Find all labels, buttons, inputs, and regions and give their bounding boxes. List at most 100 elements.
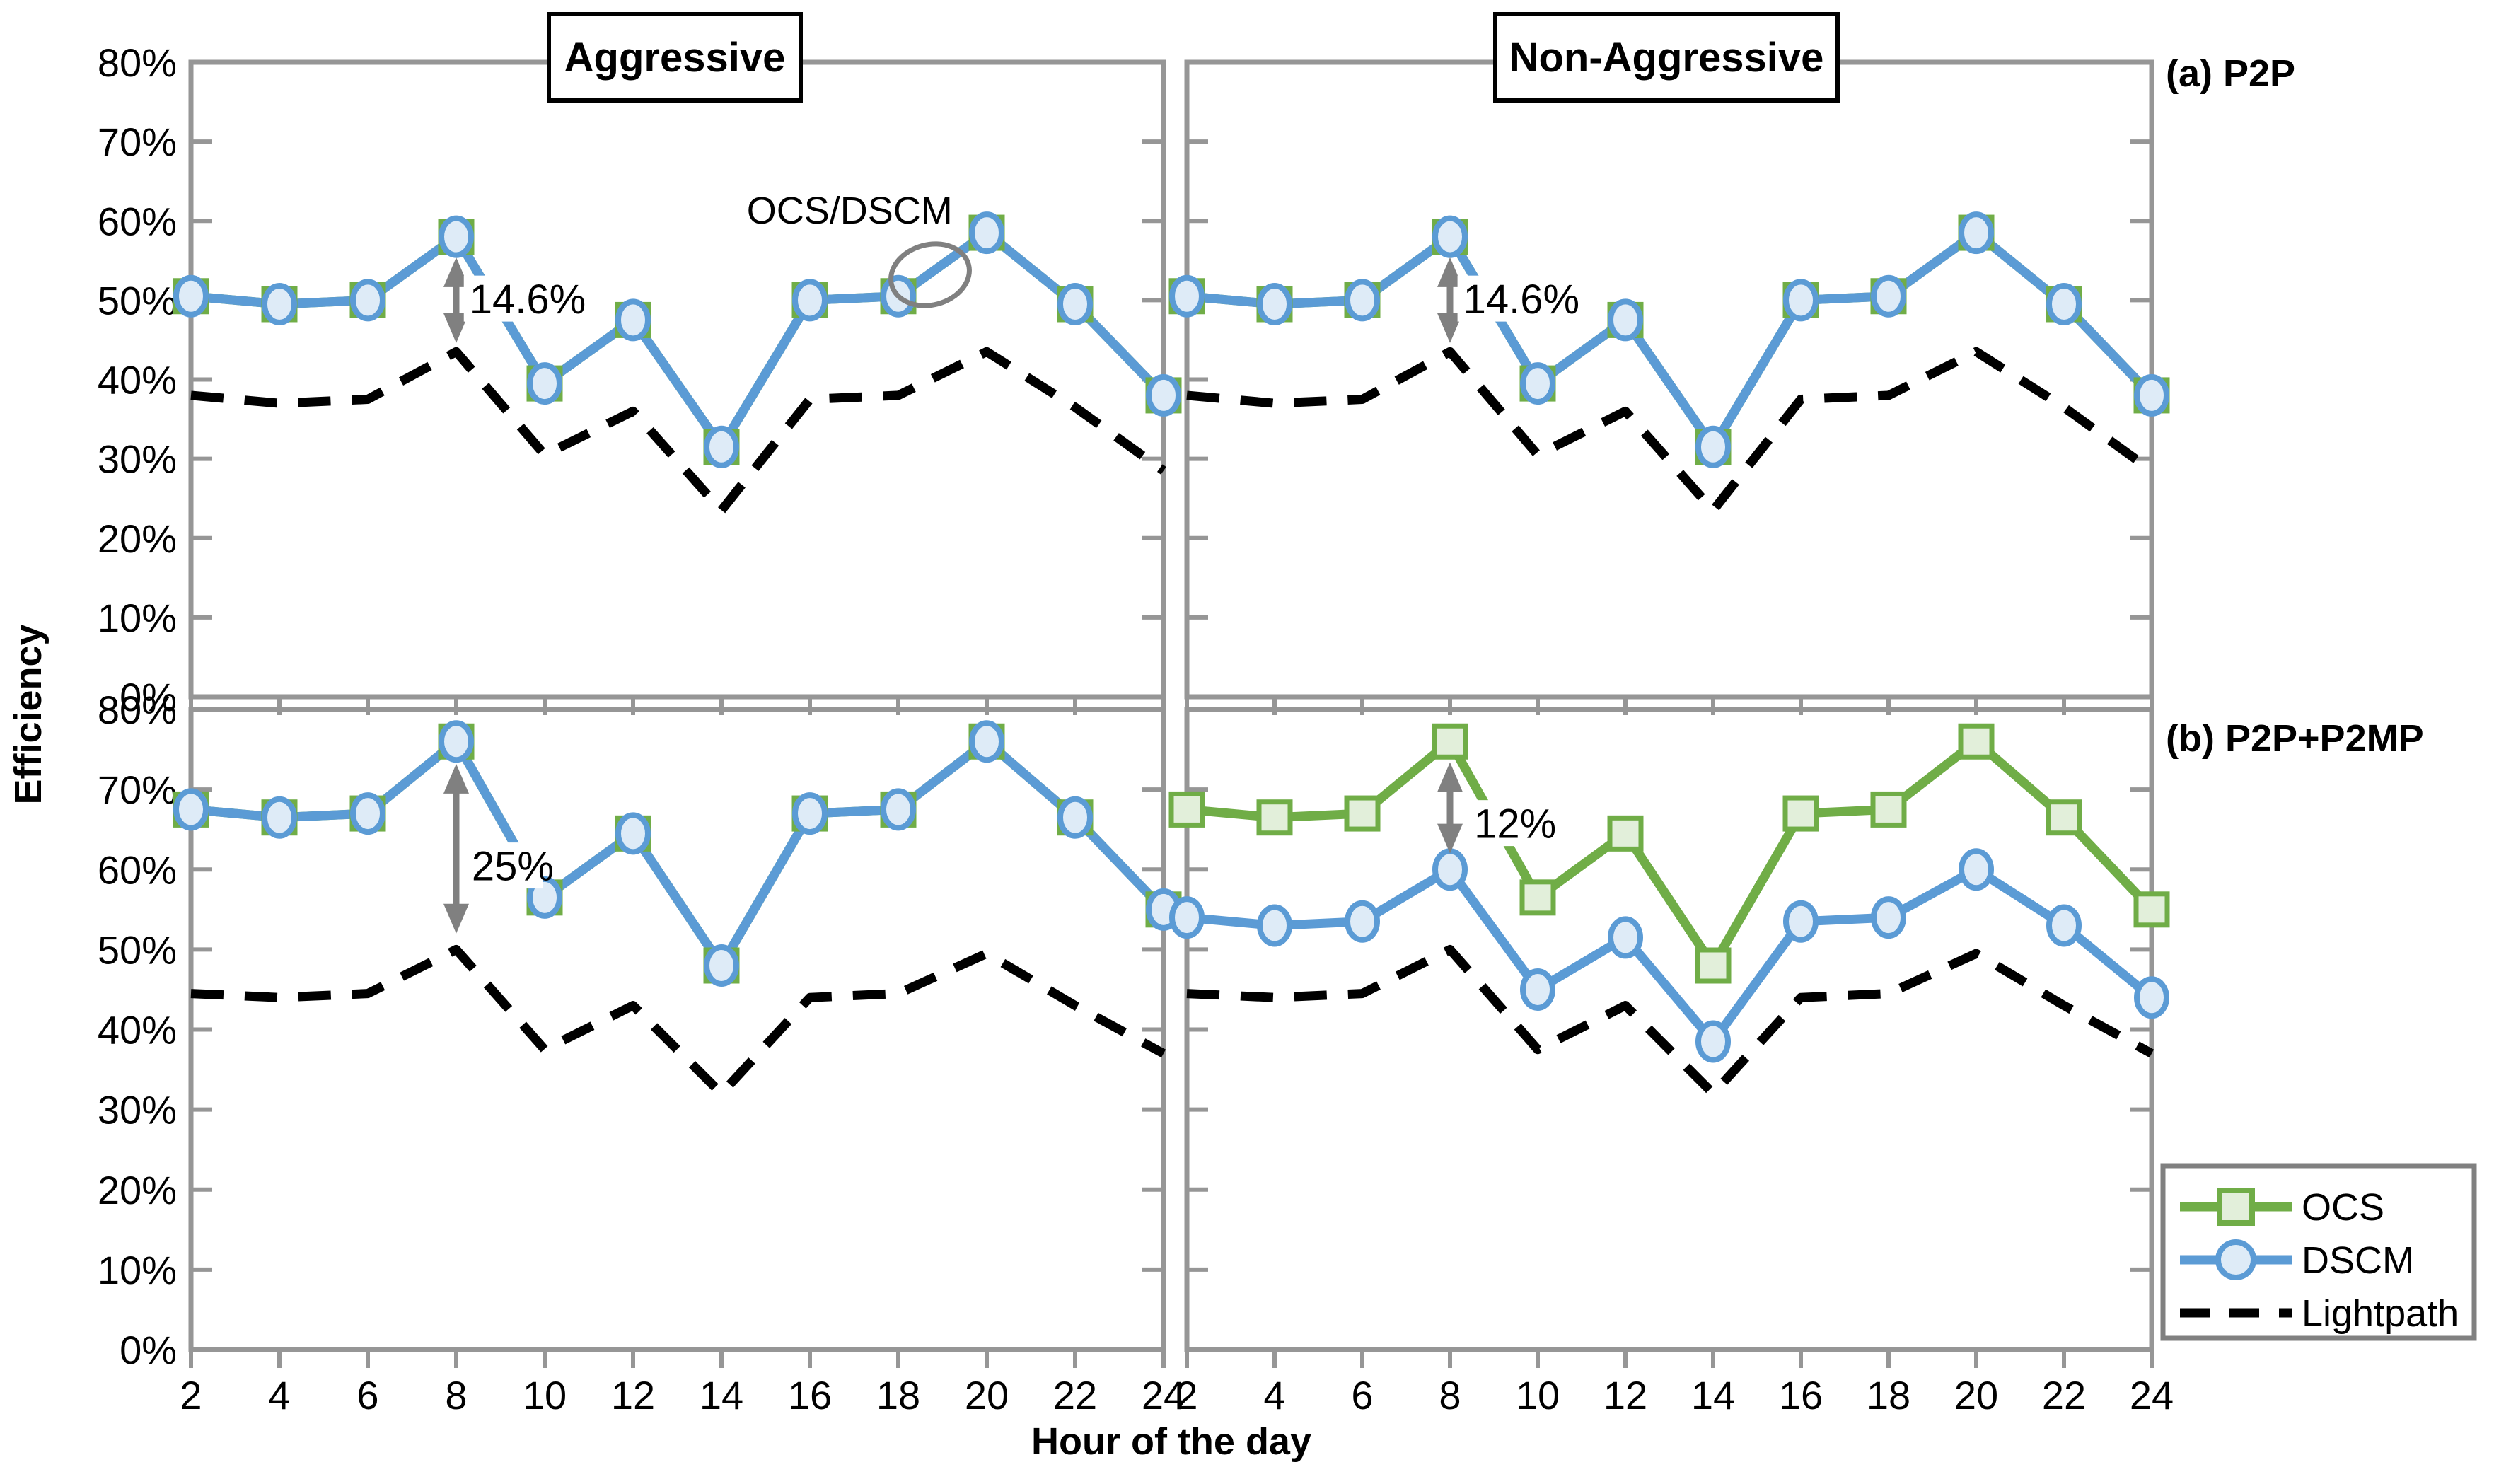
data-point [1608, 298, 1643, 342]
row-label-p2p-p2mp: (b) P2P+P2MP [2166, 717, 2424, 760]
y-tick-label: 20% [98, 1168, 177, 1212]
dscm-series [190, 228, 1167, 452]
annotation-label: 12% [1474, 801, 1556, 847]
x-tick-label: 24 [1142, 1373, 1185, 1418]
data-point [1345, 279, 1380, 322]
data-point [173, 788, 209, 831]
y-tick-label: 40% [98, 1008, 177, 1053]
data-point [1607, 815, 1644, 852]
data-point [969, 720, 1004, 763]
data-point [1257, 282, 1292, 325]
data-point [1520, 362, 1555, 405]
dscm-markers [173, 211, 1181, 468]
data-point [2046, 904, 2082, 947]
chart-panels: 80%70%60%50%40%30%20%10%0%14.6%OCS/DSCM1… [98, 40, 2174, 1418]
y-tick-label: 60% [98, 199, 177, 243]
y-tick-labels: 80% 70% 60% 50% 40% 30% 20% 10% 0% [98, 688, 177, 1372]
y-tick-label: 50% [98, 927, 177, 972]
data-point [262, 796, 297, 839]
data-point [704, 425, 739, 468]
dscm-series [190, 736, 1167, 970]
data-point [1959, 848, 1994, 891]
x-tick-label: 10 [1516, 1373, 1560, 1418]
y-tick-label: 70% [98, 767, 177, 812]
x-tick-label: 20 [965, 1373, 1009, 1418]
legend: OCS DSCM Lightpath [2160, 1163, 2477, 1341]
annotation-label-bg [1457, 275, 1578, 322]
data-point [1870, 791, 1907, 828]
y-tick-labels: 80% 70% 60% 50% 40% 30% 20% 10% 0% [98, 40, 177, 719]
x-tick-label: 6 [356, 1373, 378, 1418]
legend-label: DSCM [2302, 1239, 2414, 1282]
x-axis-title: Hour of the day [1031, 1420, 1311, 1463]
arrow-head-up [1437, 257, 1463, 287]
x-tick-label: 8 [445, 1373, 467, 1418]
data-point [1057, 796, 1093, 839]
data-point [439, 720, 474, 763]
data-point [1695, 1020, 1731, 1063]
data-point [262, 282, 297, 325]
legend-box [2160, 1163, 2477, 1341]
data-point [1958, 723, 1995, 760]
annotation [443, 763, 469, 934]
dscm-markers [1169, 211, 2169, 468]
arrow-head-down [1437, 313, 1463, 343]
x-tick-label: 12 [1603, 1373, 1647, 1418]
data-point [527, 362, 562, 405]
data-point [1783, 279, 1819, 322]
data-point [1695, 947, 1732, 984]
annotation [1437, 762, 1463, 854]
arrow-head-up [443, 257, 469, 287]
y-tick-label: 70% [98, 120, 177, 164]
lightpath-series [190, 347, 1166, 516]
x-tick-label: 16 [788, 1373, 832, 1418]
annotation [443, 257, 469, 343]
y-tick-label: 80% [98, 688, 177, 732]
arrow-head-down [443, 313, 469, 343]
data-point [1783, 900, 1819, 943]
y-tick-label: 30% [98, 437, 177, 482]
data-point [1871, 274, 1906, 318]
data-point [1695, 425, 1731, 468]
x-tick-label: 16 [1779, 1373, 1823, 1418]
x-tick-label: 6 [1351, 1373, 1373, 1418]
y-ticks [1187, 707, 2152, 1352]
annotation: OCS/DSCM [747, 190, 953, 232]
data-point [881, 788, 916, 831]
legend-item-lightpath: Lightpath [2180, 1292, 2459, 1335]
data-point [1432, 215, 1468, 258]
data-point [1146, 373, 1181, 417]
data-point [2134, 976, 2169, 1019]
column-title-non-aggressive: Non-Aggressive [1493, 12, 1840, 103]
annotation [888, 241, 972, 308]
x-tick-label: 18 [876, 1373, 920, 1418]
x-tick-label: 14 [700, 1373, 743, 1418]
callout-ellipse [888, 241, 972, 308]
data-point [1256, 799, 1293, 836]
data-point [1782, 795, 1819, 832]
legend-label: OCS [2302, 1186, 2384, 1229]
y-ticks [191, 707, 1164, 1352]
annotation-label-bg [465, 842, 543, 889]
dscm-markers [173, 720, 1181, 987]
y-tick-label: 80% [98, 40, 177, 85]
x-tick-label: 24 [2130, 1373, 2174, 1418]
y-tick-label: 0% [120, 675, 177, 719]
non-aggressive-title: Non-Aggressive [1509, 35, 1824, 81]
data-point [1432, 848, 1468, 891]
legend-item-ocs: OCS [2180, 1186, 2384, 1229]
ocs-series [1186, 228, 2155, 452]
data-point [615, 812, 651, 855]
y-tick-label: 0% [120, 1328, 177, 1372]
panel-p2p-aggressive: 80% 70% 60% 50% 40% 30% 20% 10% 0% 14.6% OCS/DSCM [98, 40, 1182, 719]
data-point [1608, 916, 1643, 959]
annotation: 14.6% [1457, 275, 1579, 323]
data-point [1169, 896, 1205, 939]
data-point [173, 274, 209, 318]
annotation-label-bg [1468, 800, 1545, 847]
annotation: 12% [1468, 800, 1556, 847]
ocs-markers [1168, 723, 2170, 984]
x-tick-label: 22 [1053, 1373, 1097, 1418]
dscm-series [1186, 228, 2155, 452]
annotation: 25% [465, 842, 554, 889]
